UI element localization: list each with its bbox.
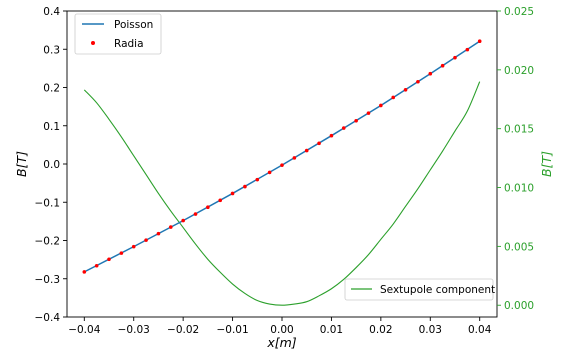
series-radia-point xyxy=(230,191,235,196)
series-radia-point xyxy=(218,198,223,203)
x-tick-label: 0.01 xyxy=(320,324,343,336)
series-radia-point xyxy=(144,238,148,242)
series-radia-point xyxy=(119,251,124,255)
x-tick-label: 0.04 xyxy=(468,324,492,336)
series-radia-point xyxy=(341,126,346,130)
legend-radia-swatch xyxy=(91,41,95,45)
series-radia-point xyxy=(94,263,99,268)
series-sextupole-line xyxy=(83,81,481,306)
series-radia-point xyxy=(131,244,136,249)
series-radia-point xyxy=(366,111,371,115)
y-right-tick-label: 0.005 xyxy=(504,241,534,253)
series-radia-point xyxy=(280,163,284,167)
legend-sextupole-label: Sextupole component xyxy=(380,284,495,296)
series-radia-point xyxy=(428,71,433,76)
y-left-tick-label: 0.3 xyxy=(43,44,60,56)
series-radia-point xyxy=(440,63,445,68)
y-left-tick-label: −0.1 xyxy=(35,197,61,209)
y-left-tick-label: 0.4 xyxy=(43,6,60,18)
series-radia-point xyxy=(317,141,321,146)
y-axis-left-label: B[T] xyxy=(14,151,29,177)
series-radia-point xyxy=(477,39,482,44)
legend-lower: Sextupole component xyxy=(344,278,495,301)
series-radia-point xyxy=(206,205,210,210)
x-tick-label: −0.02 xyxy=(167,324,199,336)
x-tick-label: 0.00 xyxy=(270,324,293,336)
x-tick-label: 0.03 xyxy=(419,324,442,336)
y-left-tick-label: 0.0 xyxy=(43,159,60,171)
x-axis: −0.04 −0.03 −0.02 −0.01 0.00 0.01 0.02 0.03 0.04 xyxy=(68,317,492,336)
y-left-tick-label: −0.4 xyxy=(35,312,61,324)
series-radia-point xyxy=(453,55,457,60)
x-tick-label: −0.01 xyxy=(216,324,248,336)
series-radia-point xyxy=(391,95,396,100)
series-radia-point xyxy=(82,270,87,274)
series-radia-point xyxy=(168,225,173,229)
y-left-tick-label: 0.1 xyxy=(43,121,60,133)
x-axis-label: x[m] xyxy=(266,335,296,350)
series-radia-point xyxy=(304,148,309,153)
series-radia-point xyxy=(379,103,383,108)
series-radia-point xyxy=(181,218,185,223)
y-left-tick-label: 0.2 xyxy=(43,83,60,95)
x-tick-label: −0.04 xyxy=(68,324,100,336)
series-radia-point xyxy=(267,170,272,175)
legend-radia-label: Radia xyxy=(114,38,144,50)
series-radia-point xyxy=(329,133,334,138)
y-left-tick-label: −0.2 xyxy=(35,236,61,248)
series-radia-point xyxy=(255,177,260,182)
plot-series xyxy=(82,39,482,306)
y-axis-right: 0.000 0.005 0.010 0.015 0.020 0.025 xyxy=(497,6,534,312)
series-radia-point xyxy=(156,231,161,236)
y-axis-right-label: B[T] xyxy=(539,151,554,177)
y-right-tick-label: 0.015 xyxy=(504,124,534,136)
series-radia-point xyxy=(243,184,247,189)
series-radia-point xyxy=(403,87,408,92)
y-left-tick-label: −0.3 xyxy=(35,274,61,286)
series-radia-point xyxy=(193,212,198,216)
legend-upper: Poisson Radia xyxy=(74,13,162,55)
y-right-tick-label: 0.025 xyxy=(504,6,534,18)
series-radia-point xyxy=(107,257,111,262)
series-radia-point xyxy=(465,47,470,52)
y-axis-left: −0.4 −0.3 −0.2 −0.1 0.0 0.1 0.2 0.3 0.4 xyxy=(35,6,67,324)
x-tick-label: 0.02 xyxy=(369,324,392,336)
y-right-tick-label: 0.010 xyxy=(504,183,534,195)
series-radia-point xyxy=(354,118,358,123)
legend-poisson-label: Poisson xyxy=(114,19,153,31)
series-radia-point xyxy=(292,156,297,160)
series-radia-point xyxy=(416,79,420,84)
y-right-tick-label: 0.020 xyxy=(504,65,534,77)
y-right-tick-label: 0.000 xyxy=(504,300,534,312)
legend-lower-box xyxy=(344,278,494,301)
x-tick-label: −0.03 xyxy=(118,324,150,336)
